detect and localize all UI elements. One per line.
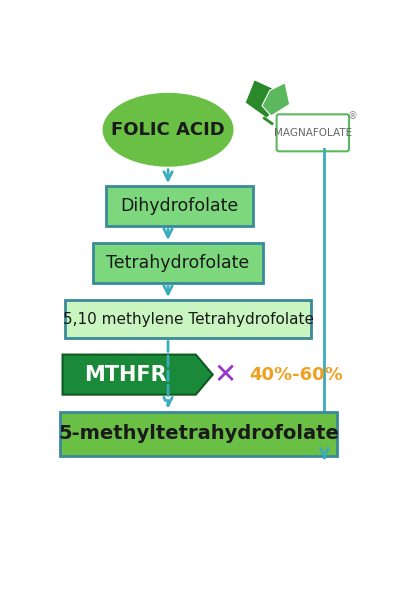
Polygon shape — [245, 80, 277, 118]
FancyBboxPatch shape — [277, 115, 349, 151]
Text: ®: ® — [348, 111, 357, 121]
Text: MTHFR: MTHFR — [84, 365, 167, 385]
FancyBboxPatch shape — [60, 412, 338, 456]
Text: Dihydrofolate: Dihydrofolate — [120, 197, 239, 215]
Ellipse shape — [102, 93, 234, 167]
Text: 40%-60%: 40%-60% — [250, 365, 344, 383]
Text: 5-methyltetrahydrofolate: 5-methyltetrahydrofolate — [58, 424, 339, 443]
Text: ✕: ✕ — [213, 361, 237, 389]
Polygon shape — [262, 83, 290, 116]
FancyBboxPatch shape — [93, 243, 263, 283]
FancyBboxPatch shape — [106, 186, 253, 226]
FancyBboxPatch shape — [65, 300, 311, 338]
Text: 5,10 methylene Tetrahydrofolate: 5,10 methylene Tetrahydrofolate — [62, 311, 314, 326]
Text: FOLIC ACID: FOLIC ACID — [111, 121, 225, 139]
Polygon shape — [62, 355, 213, 395]
Text: Tetrahydrofolate: Tetrahydrofolate — [106, 254, 250, 272]
Text: MAGNAFOLATE: MAGNAFOLATE — [274, 128, 352, 138]
